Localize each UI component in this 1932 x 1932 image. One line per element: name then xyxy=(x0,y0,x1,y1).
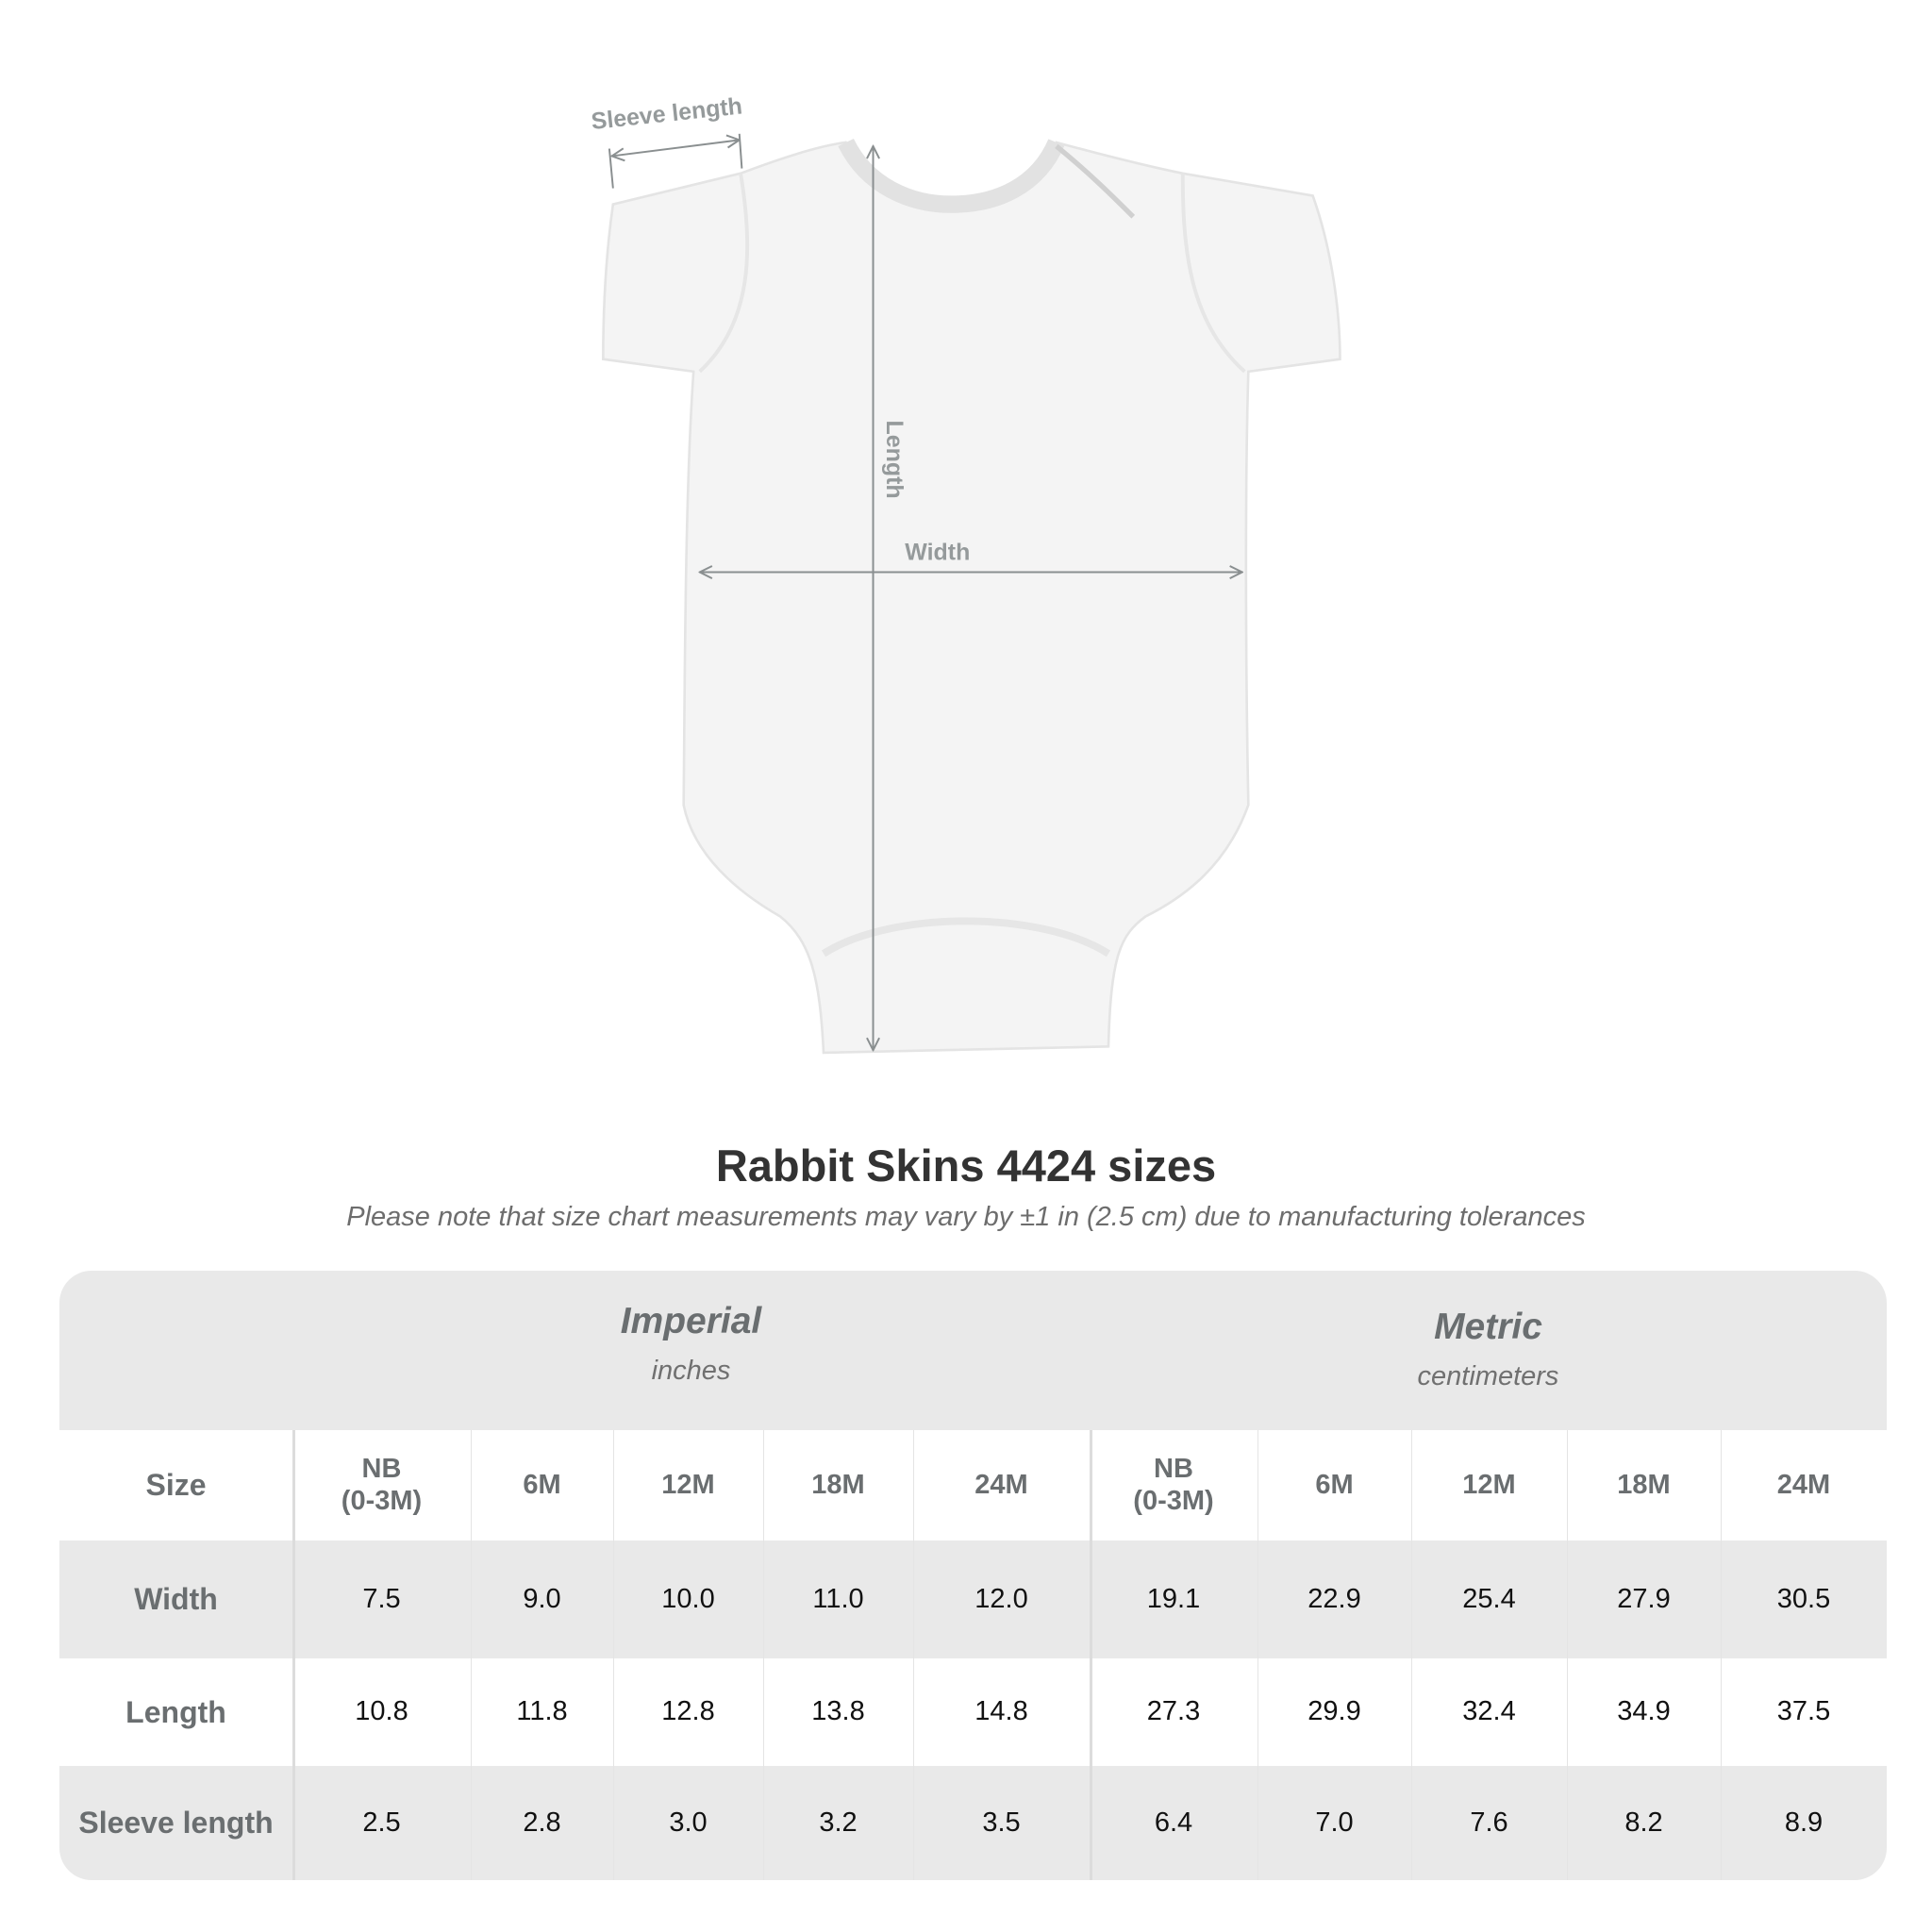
column-divider xyxy=(1721,1430,1722,1880)
table-cell: 37.5 xyxy=(1776,1696,1831,1727)
table-cell: 34.9 xyxy=(1617,1696,1671,1727)
table-cell: 14.8 xyxy=(974,1696,1028,1727)
sleeve-length-arrow xyxy=(612,140,740,156)
length-label: Length xyxy=(881,421,908,499)
table-cell: 27.9 xyxy=(1617,1583,1671,1614)
table-cell: 29.9 xyxy=(1307,1696,1361,1727)
size-column-header: 18M xyxy=(811,1469,865,1500)
table-cell: 10.0 xyxy=(661,1583,715,1614)
size-column-header: 18M xyxy=(1617,1469,1671,1500)
row-label: Length xyxy=(125,1694,226,1729)
bodysuit-shape xyxy=(602,141,1341,1055)
metric-group-header: Metric centimeters xyxy=(1090,1307,1887,1392)
table-cell: 11.0 xyxy=(812,1583,864,1614)
table-cell: 32.4 xyxy=(1462,1696,1516,1727)
table-cell: 9.0 xyxy=(523,1583,561,1614)
group-name: Metric xyxy=(1434,1307,1542,1347)
column-divider xyxy=(1257,1430,1258,1880)
table-cell: 7.0 xyxy=(1315,1807,1354,1838)
row-band xyxy=(59,1766,1887,1880)
table-cell: 2.5 xyxy=(362,1807,401,1838)
group-name: Imperial xyxy=(620,1301,762,1341)
column-divider xyxy=(1090,1430,1092,1880)
column-divider xyxy=(1411,1430,1412,1880)
column-divider xyxy=(763,1430,764,1880)
row-label: Width xyxy=(134,1582,218,1617)
row-band xyxy=(59,1541,1887,1658)
table-cell: 3.5 xyxy=(982,1807,1021,1838)
imperial-group-header: Imperial inches xyxy=(292,1301,1090,1387)
table-cell: 8.2 xyxy=(1624,1807,1663,1838)
group-unit: centimeters xyxy=(1417,1361,1559,1391)
column-divider xyxy=(471,1430,472,1880)
tolerance-note: Please note that size chart measurements… xyxy=(346,1202,1586,1232)
size-column-header: NB (0-3M) xyxy=(1133,1454,1214,1516)
sleeve-length-label: Sleeve length xyxy=(590,92,743,135)
width-label: Width xyxy=(905,539,970,565)
table-cell: 7.5 xyxy=(362,1583,401,1614)
size-column-header: NB (0-3M) xyxy=(341,1454,423,1516)
page-title: Rabbit Skins 4424 sizes xyxy=(715,1141,1217,1191)
table-cell: 22.9 xyxy=(1307,1583,1361,1614)
size-column-header: 12M xyxy=(661,1469,715,1500)
size-column-header: 6M xyxy=(1315,1469,1354,1500)
size-column-header: 24M xyxy=(1776,1469,1831,1500)
table-cell: 3.2 xyxy=(819,1807,858,1838)
table-cell: 12.8 xyxy=(661,1696,715,1727)
column-divider xyxy=(613,1430,614,1880)
size-column-header: 24M xyxy=(974,1469,1028,1500)
size-column-header: 12M xyxy=(1462,1469,1516,1500)
table-cell: 11.8 xyxy=(516,1696,568,1727)
column-divider xyxy=(1567,1430,1568,1880)
table-cell: 10.8 xyxy=(355,1696,408,1727)
table-cell: 6.4 xyxy=(1154,1807,1193,1838)
header-band xyxy=(59,1271,1887,1430)
table-cell: 13.8 xyxy=(811,1696,865,1727)
table-cell: 27.3 xyxy=(1146,1696,1201,1727)
size-header: Size xyxy=(145,1468,207,1503)
table-cell: 7.6 xyxy=(1470,1807,1508,1838)
group-unit: inches xyxy=(651,1356,731,1386)
column-divider xyxy=(913,1430,914,1880)
table-cell: 2.8 xyxy=(523,1807,561,1838)
row-label: Sleeve length xyxy=(78,1806,274,1840)
table-cell: 8.9 xyxy=(1784,1807,1824,1838)
size-table: Imperial inches Metric centimeters Size N… xyxy=(59,1271,1887,1880)
table-cell: 12.0 xyxy=(974,1583,1028,1614)
size-column-header: 6M xyxy=(523,1469,561,1500)
table-cell: 30.5 xyxy=(1776,1583,1831,1614)
column-divider xyxy=(292,1430,295,1880)
table-cell: 3.0 xyxy=(669,1807,708,1838)
table-cell: 19.1 xyxy=(1146,1583,1201,1614)
table-cell: 25.4 xyxy=(1462,1583,1516,1614)
